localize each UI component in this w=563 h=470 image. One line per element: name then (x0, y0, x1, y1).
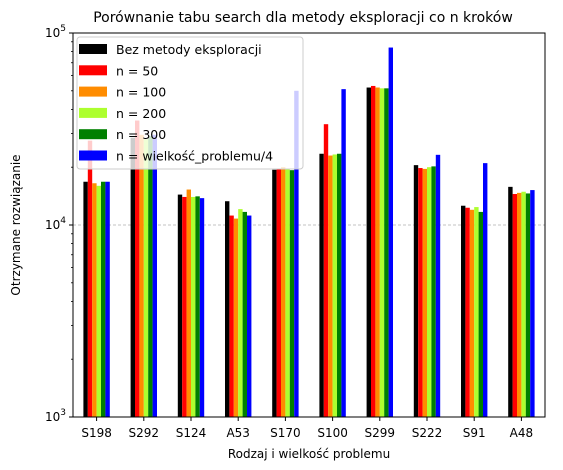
bar (191, 196, 196, 417)
bar (465, 207, 470, 417)
y-tick-label: 104 (45, 216, 66, 232)
x-axis: S198 S292 S124 A53 S170 S100 S299 S222 S91 A48 (81, 417, 533, 440)
legend-swatch (79, 44, 107, 54)
bar (375, 87, 380, 418)
bar (143, 139, 149, 417)
legend-swatch (79, 150, 107, 161)
bar (83, 181, 88, 417)
bar (281, 167, 286, 417)
bar (341, 89, 346, 418)
bar (413, 165, 419, 417)
bar (242, 211, 247, 417)
bar (285, 169, 290, 417)
legend-entry: Bez metody eksploracji (116, 42, 262, 57)
y-tick-label: 103 (45, 408, 66, 424)
y-axis-label: Otrzymane rozwiązanie (9, 154, 23, 295)
chart-title: Porównanie tabu search dla metody eksplo… (93, 10, 513, 26)
x-tick-label: S100 (317, 426, 348, 440)
bar (521, 191, 526, 417)
bar (195, 196, 200, 417)
bar (148, 136, 153, 417)
x-axis-label: Rodzaj i wielkość problemu (228, 447, 390, 461)
bar (135, 120, 140, 417)
bar (332, 154, 337, 418)
bar (328, 155, 333, 417)
legend-swatch (79, 86, 107, 97)
bar (177, 194, 183, 417)
bar (388, 47, 393, 417)
bar (276, 169, 281, 417)
bar (199, 198, 205, 417)
bar (101, 181, 106, 417)
legend-entry: n = wielkość_problemu/4 (116, 149, 273, 164)
bar (422, 168, 427, 417)
bar (233, 218, 239, 417)
bar (530, 190, 535, 417)
bar (96, 185, 101, 417)
bar (469, 209, 475, 417)
bar (319, 153, 324, 417)
bar (427, 167, 432, 417)
legend-swatch (79, 65, 107, 76)
bar (130, 137, 135, 417)
legend-entry: n = 200 (116, 106, 166, 121)
bar (337, 153, 342, 417)
legend-box (76, 36, 304, 170)
bar (289, 170, 295, 417)
x-tick-label: S198 (81, 426, 112, 440)
x-tick-label: S299 (365, 426, 396, 440)
legend-swatch (79, 107, 107, 118)
bar (238, 209, 243, 417)
x-tick-label: A53 (226, 426, 249, 440)
bar (418, 168, 423, 417)
bar (435, 154, 441, 418)
bar (379, 88, 385, 418)
bar (512, 194, 517, 417)
x-tick-label: S170 (270, 426, 301, 440)
bar (229, 215, 234, 417)
bar (152, 134, 157, 417)
legend-entry: n = 100 (116, 85, 166, 100)
bar (478, 211, 483, 417)
bar (225, 201, 230, 417)
x-tick-label: S91 (463, 426, 486, 440)
bar (384, 88, 389, 418)
x-tick-label: S124 (176, 426, 207, 440)
bar (247, 215, 252, 417)
x-tick-label: A48 (510, 426, 533, 440)
bar (182, 196, 187, 417)
bar (366, 87, 371, 418)
bar (294, 90, 299, 417)
bar (508, 186, 513, 417)
legend-entry: n = 300 (116, 127, 166, 142)
bar (186, 189, 191, 417)
bar (461, 205, 466, 417)
bar (92, 183, 97, 417)
legend-entry: n = 50 (116, 63, 158, 78)
bar (105, 181, 110, 417)
bar (87, 140, 93, 417)
bar (371, 85, 376, 418)
bar (525, 193, 531, 417)
bar (323, 124, 329, 417)
bar (483, 163, 488, 417)
bar (139, 134, 144, 417)
bar (431, 166, 436, 417)
bar (272, 169, 277, 417)
y-tick-label: 105 (45, 24, 66, 40)
bar (474, 207, 479, 417)
bar (517, 192, 522, 417)
bars (83, 47, 535, 418)
y-axis: 103 104 105 (45, 24, 73, 424)
x-tick-label: S222 (412, 426, 443, 440)
legend: Bez metody eksploracji n = 50 n = 100 n = 2… (76, 36, 304, 170)
x-tick-label: S292 (129, 426, 160, 440)
legend-swatch (79, 129, 107, 140)
